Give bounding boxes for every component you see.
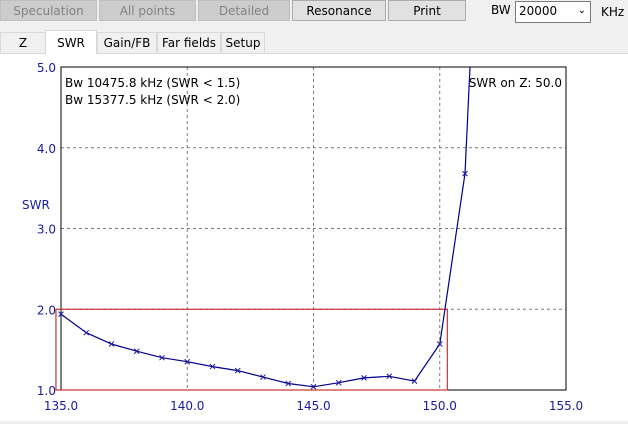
tab-z[interactable]: Z xyxy=(0,32,46,52)
data-point-marker xyxy=(462,170,468,177)
x-tick-label: 140.0 xyxy=(170,399,204,413)
data-point-marker xyxy=(159,354,165,361)
y-tick-label: 4.0 xyxy=(37,142,56,156)
detailed-button[interactable]: Detailed xyxy=(198,0,290,21)
bandwidth-annotation-2-0: Bw 15377.5 kHz (SWR < 2.0) xyxy=(65,93,240,107)
print-button[interactable]: Print xyxy=(388,0,466,21)
swr-curve-line xyxy=(60,66,471,388)
data-point-marker xyxy=(310,383,317,390)
bw-value: 20000 xyxy=(519,4,558,18)
y-tick-label: 1.0 xyxy=(37,384,56,398)
bandwidth-annotation-1-5: Bw 10475.8 kHz (SWR < 1.5) xyxy=(65,76,240,90)
tab-far-fields[interactable]: Far fields xyxy=(157,32,221,52)
toolbar: Speculation All points Detailed Resonanc… xyxy=(0,0,628,26)
y-axis-label: SWR xyxy=(22,198,50,212)
x-tick-label: 150.0 xyxy=(423,399,457,413)
resonance-button[interactable]: Resonance xyxy=(292,0,386,21)
data-point-marker xyxy=(234,367,241,374)
swr-chart: 135.0 140.0 145.0 150.0 155.0 1.0 2.0 3.0 4.0 5.0… xyxy=(22,61,583,413)
data-point-marker xyxy=(83,329,90,336)
bandwidth-box xyxy=(55,308,448,391)
tab-gain-fb[interactable]: Gain/FB xyxy=(97,32,157,52)
reference-impedance-annotation: SWR on Z: 50.0 xyxy=(469,76,562,90)
y-tick-label: 3.0 xyxy=(37,223,56,237)
x-tick-label: 155.0 xyxy=(549,399,583,413)
data-point-marker xyxy=(108,341,115,347)
data-point-marker xyxy=(260,374,266,380)
all-points-button[interactable]: All points xyxy=(99,0,196,21)
data-point-marker xyxy=(411,378,418,384)
swr-panel: 135.0 140.0 145.0 150.0 155.0 1.0 2.0 3.0 4.0 5.0… xyxy=(0,53,628,421)
chevron-down-icon: ⌄ xyxy=(577,5,586,16)
speculation-button[interactable]: Speculation xyxy=(0,0,97,21)
bw-select[interactable]: 20000 ⌄ xyxy=(515,1,591,23)
data-point-marker xyxy=(436,341,443,347)
y-tick-label: 2.0 xyxy=(37,303,56,317)
data-point-marker xyxy=(361,375,367,381)
data-point-marker xyxy=(285,380,292,387)
data-point-marker xyxy=(209,363,216,370)
x-tick-label: 145.0 xyxy=(296,399,330,413)
tab-swr[interactable]: SWR xyxy=(45,30,97,54)
x-tick-label: 135.0 xyxy=(44,399,78,413)
data-point-marker xyxy=(58,311,64,317)
y-tick-label: 5.0 xyxy=(37,61,56,75)
unit-label: KHz xyxy=(601,5,625,19)
data-point-marker xyxy=(184,358,191,365)
tab-setup[interactable]: Setup xyxy=(221,32,265,52)
data-point-marker xyxy=(386,373,393,380)
data-point-marker xyxy=(335,379,342,386)
bw-label: BW xyxy=(491,3,511,17)
tab-bar: Z SWR Gain/FB Far fields Setup xyxy=(0,30,628,54)
data-point-marker xyxy=(133,348,140,355)
